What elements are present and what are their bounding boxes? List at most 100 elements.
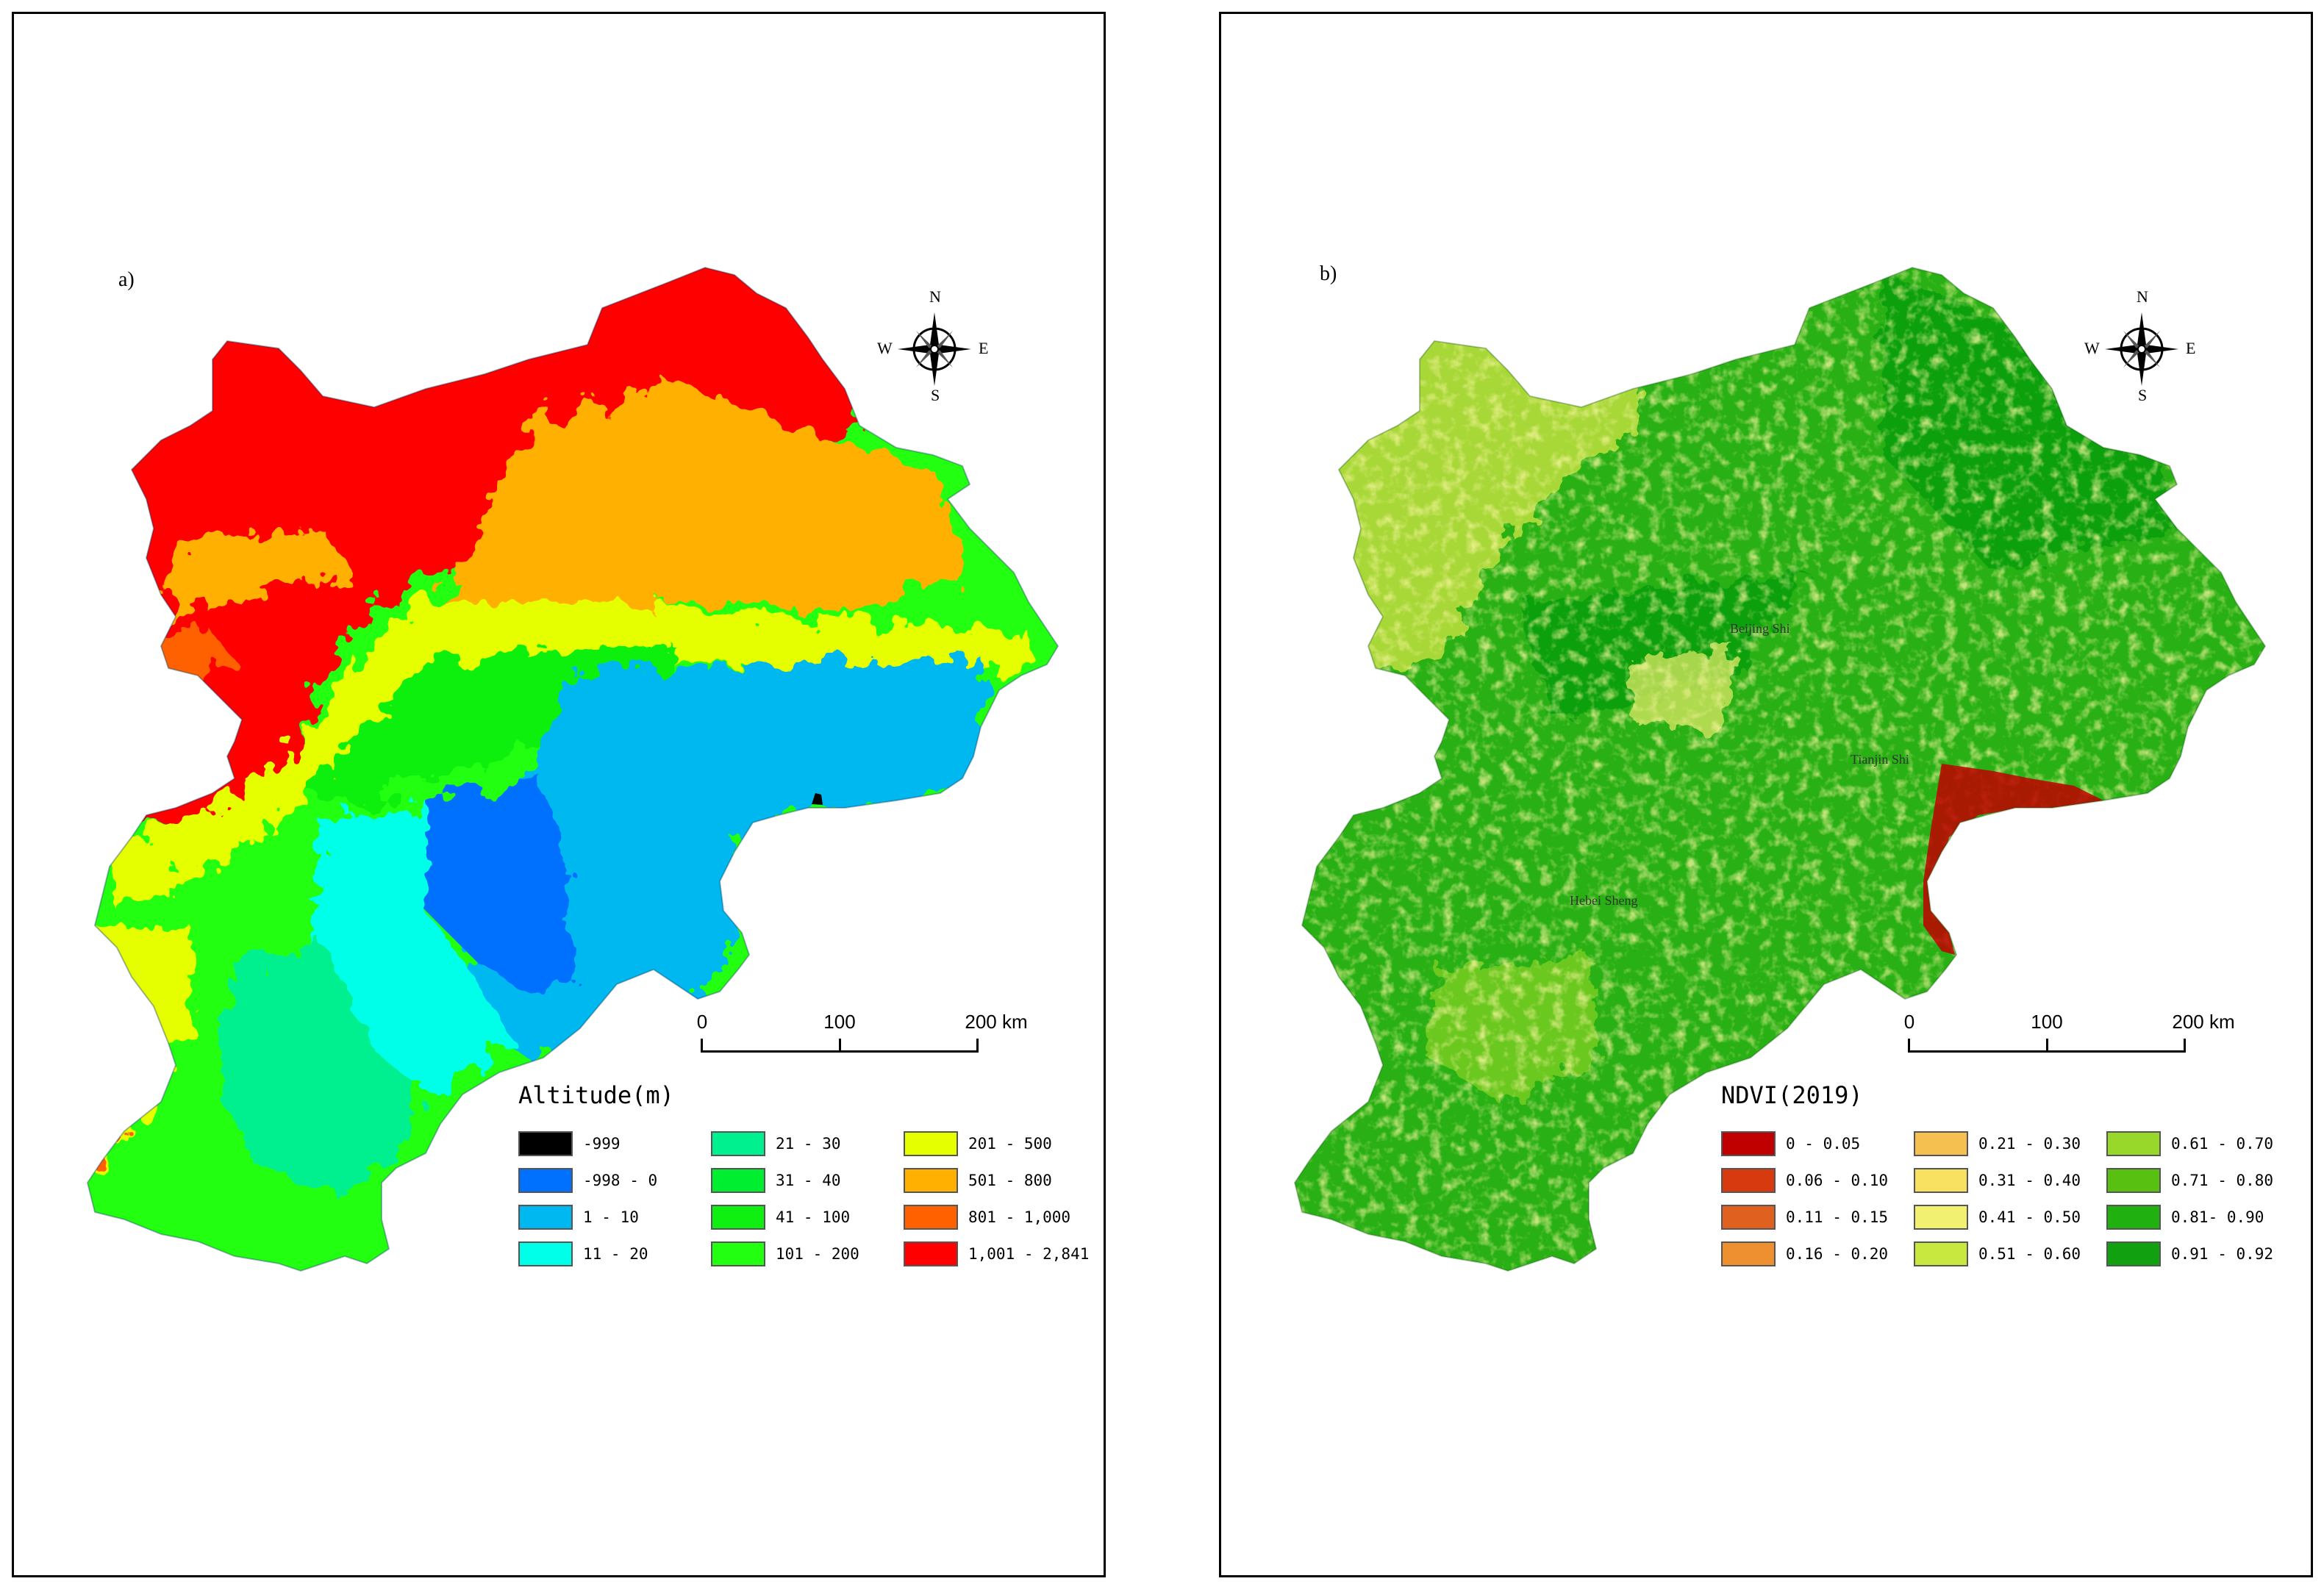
legend-swatch <box>518 1131 573 1156</box>
legend-item: 0 - 0.05 <box>1721 1125 1914 1162</box>
legend-ndvi: NDVI(2019) 0 - 0.05 0.06 - 0.10 0.11 - 0.1… <box>1721 1081 2299 1272</box>
ndvi-map <box>1294 267 2266 1272</box>
legend-title: NDVI(2019) <box>1721 1081 1863 1109</box>
legend-label: 0.71 - 0.80 <box>2171 1172 2274 1189</box>
scale-tick-label: 100 <box>2031 1011 2063 1033</box>
scale-tick <box>2184 1039 2186 1053</box>
scale-tick <box>839 1039 841 1053</box>
legend-swatch <box>2106 1241 2161 1266</box>
legend-swatch <box>904 1168 958 1193</box>
scale-tick <box>701 1039 703 1053</box>
compass-star-icon <box>2105 312 2178 386</box>
legend-label: 0.21 - 0.30 <box>1978 1135 2081 1153</box>
scale-tick-label: 100 <box>823 1011 856 1033</box>
legend-item: 501 - 800 <box>904 1162 1096 1199</box>
legend-item: 801 - 1,000 <box>904 1199 1096 1236</box>
place-label-beijing: Beijing Shi <box>1730 621 1790 636</box>
compass-rose-b: N S W E <box>2084 287 2195 404</box>
legend-item: -998 - 0 <box>518 1162 711 1199</box>
legend-label: -998 - 0 <box>583 1172 658 1189</box>
compass-west: W <box>877 339 893 357</box>
legend-label: 0.51 - 0.60 <box>1978 1245 2081 1263</box>
legend-swatch <box>518 1168 573 1193</box>
legend-item: 0.11 - 0.15 <box>1721 1199 1914 1236</box>
legend-swatch <box>711 1131 765 1156</box>
altitude-map <box>87 267 1059 1272</box>
legend-label: 0.06 - 0.10 <box>1786 1172 1889 1189</box>
compass-south: S <box>931 386 940 404</box>
compass-west: W <box>2084 339 2100 357</box>
legend-altitude: Altitude(m) -999 -998 - 0 1 - 10 11 - 20 21 … <box>518 1081 1096 1272</box>
legend-item: 0.61 - 0.70 <box>2106 1125 2299 1162</box>
legend-item: 0.31 - 0.40 <box>1914 1162 2106 1199</box>
legend-item: 1,001 - 2,841 <box>904 1236 1096 1272</box>
legend-swatch <box>904 1241 958 1266</box>
scale-tick-label: 200 km <box>2172 1011 2235 1033</box>
legend-item: 0.81- 0.90 <box>2106 1199 2299 1236</box>
legend-swatch <box>1721 1205 1776 1230</box>
legend-item: 0.21 - 0.30 <box>1914 1125 2106 1162</box>
legend-grid: -999 -998 - 0 1 - 10 11 - 20 21 - 30 31 - 40 4… <box>518 1125 1096 1272</box>
legend-swatch <box>1914 1205 1968 1230</box>
legend-label: 21 - 30 <box>776 1135 841 1153</box>
legend-label: 1 - 10 <box>583 1208 639 1226</box>
compass-north: N <box>2137 287 2148 306</box>
scale-tick-label: 0 <box>696 1011 708 1033</box>
scale-bar-a: 0 100 200 km <box>687 1011 1028 1069</box>
legend-label: 41 - 100 <box>776 1208 851 1226</box>
compass-rose-a: N S W E <box>877 287 988 404</box>
legend-label: 0.81- 0.90 <box>2171 1208 2264 1226</box>
legend-swatch <box>1721 1241 1776 1266</box>
legend-label: -999 <box>583 1135 621 1153</box>
scale-tick-label: 0 <box>1903 1011 1915 1033</box>
place-label-tianjin: Tianjin Shi <box>1851 752 1909 767</box>
legend-item: 31 - 40 <box>711 1162 904 1199</box>
legend-label: 101 - 200 <box>776 1245 859 1263</box>
legend-swatch <box>1914 1241 1968 1266</box>
legend-label: 0.16 - 0.20 <box>1786 1245 1889 1263</box>
legend-swatch <box>518 1205 573 1230</box>
compass-east: E <box>979 339 989 357</box>
legend-item: 41 - 100 <box>711 1199 904 1236</box>
legend-swatch <box>2106 1131 2161 1156</box>
legend-item: 0.51 - 0.60 <box>1914 1236 2106 1272</box>
legend-item: 201 - 500 <box>904 1125 1096 1162</box>
panel-a-altitude-map: a) N S W E 0 100 200 km Altitude(m) -999… <box>12 12 1106 1577</box>
scale-tick <box>2046 1039 2048 1053</box>
legend-grid: 0 - 0.05 0.06 - 0.10 0.11 - 0.15 0.16 - 0.2… <box>1721 1125 2299 1272</box>
legend-label: 0.11 - 0.15 <box>1786 1208 1889 1226</box>
scale-bar-b: 0 100 200 km <box>1895 1011 2235 1069</box>
legend-item: 101 - 200 <box>711 1236 904 1272</box>
legend-label: 0 - 0.05 <box>1786 1135 1861 1153</box>
legend-swatch <box>2106 1205 2161 1230</box>
legend-item: 0.41 - 0.50 <box>1914 1199 2106 1236</box>
legend-item: 11 - 20 <box>518 1236 711 1272</box>
legend-item: 1 - 10 <box>518 1199 711 1236</box>
legend-item: 0.16 - 0.20 <box>1721 1236 1914 1272</box>
legend-swatch <box>904 1205 958 1230</box>
legend-swatch <box>1914 1168 1968 1193</box>
legend-label: 501 - 800 <box>968 1172 1052 1189</box>
legend-swatch <box>1721 1168 1776 1193</box>
legend-item: 0.06 - 0.10 <box>1721 1162 1914 1199</box>
legend-swatch <box>711 1205 765 1230</box>
legend-title: Altitude(m) <box>518 1081 674 1109</box>
panel-b-ndvi-map: b) Beijing Shi Tianjin Shi Hebei Sheng N… <box>1219 12 2313 1577</box>
legend-swatch <box>711 1168 765 1193</box>
legend-item: -999 <box>518 1125 711 1162</box>
panel-label-a: a) <box>118 268 135 291</box>
legend-item: 0.71 - 0.80 <box>2106 1162 2299 1199</box>
legend-label: 0.41 - 0.50 <box>1978 1208 2081 1226</box>
legend-swatch <box>1721 1131 1776 1156</box>
legend-swatch <box>711 1241 765 1266</box>
scale-tick <box>976 1039 979 1053</box>
scale-tick <box>1908 1039 1910 1053</box>
legend-label: 31 - 40 <box>776 1172 841 1189</box>
compass-east: E <box>2186 339 2196 357</box>
legend-swatch <box>518 1241 573 1266</box>
legend-label: 1,001 - 2,841 <box>968 1245 1090 1263</box>
legend-swatch <box>1914 1131 1968 1156</box>
legend-swatch <box>2106 1168 2161 1193</box>
scale-tick-label: 200 km <box>965 1011 1028 1033</box>
legend-item: 21 - 30 <box>711 1125 904 1162</box>
